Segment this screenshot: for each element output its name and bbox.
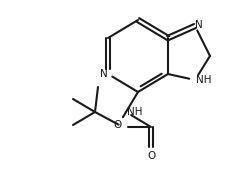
Text: NH: NH xyxy=(127,107,143,117)
Text: O: O xyxy=(147,151,155,161)
Text: NH: NH xyxy=(196,75,212,85)
Text: N: N xyxy=(100,69,108,79)
Text: N: N xyxy=(195,20,203,30)
Text: O: O xyxy=(114,120,122,130)
